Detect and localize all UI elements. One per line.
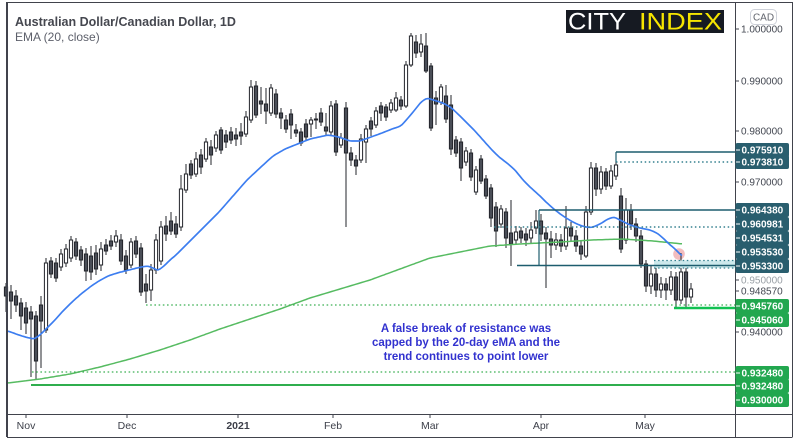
svg-text:Feb: Feb bbox=[324, 420, 342, 432]
svg-text:May: May bbox=[635, 420, 656, 432]
svg-text:0.970000: 0.970000 bbox=[741, 178, 783, 189]
svg-text:capped by the 20-day eMA and t: capped by the 20-day eMA and the bbox=[372, 337, 560, 349]
svg-text:0.990000: 0.990000 bbox=[741, 77, 783, 88]
svg-text:0.945060: 0.945060 bbox=[742, 316, 784, 327]
svg-text:2021: 2021 bbox=[226, 420, 250, 432]
svg-text:Mar: Mar bbox=[421, 420, 440, 432]
svg-text:Nov: Nov bbox=[17, 420, 36, 432]
svg-text:Dec: Dec bbox=[118, 420, 137, 432]
svg-text:0.973810: 0.973810 bbox=[742, 158, 784, 169]
svg-text:trend continues to point lower: trend continues to point lower bbox=[384, 351, 549, 363]
svg-text:A false break of resistance wa: A false break of resistance was bbox=[381, 323, 551, 335]
svg-text:EMA (20, close): EMA (20, close) bbox=[15, 30, 100, 44]
svg-text:0.975910: 0.975910 bbox=[742, 146, 784, 157]
svg-text:1.000000: 1.000000 bbox=[741, 25, 783, 36]
svg-text:0.950000: 0.950000 bbox=[741, 276, 783, 287]
svg-text:0.932480: 0.932480 bbox=[742, 369, 784, 380]
svg-text:CITY: CITY bbox=[568, 9, 626, 36]
svg-text:0.940000: 0.940000 bbox=[741, 328, 783, 339]
svg-text:0.953300: 0.953300 bbox=[742, 262, 784, 273]
svg-text:INDEX: INDEX bbox=[639, 9, 722, 36]
svg-text:0.954531: 0.954531 bbox=[742, 234, 784, 245]
svg-text:0.953530: 0.953530 bbox=[742, 248, 784, 259]
svg-text:Apr: Apr bbox=[533, 420, 550, 432]
svg-text:0.960981: 0.960981 bbox=[742, 220, 784, 231]
svg-text:0.932480: 0.932480 bbox=[742, 382, 784, 393]
svg-text:0.980000: 0.980000 bbox=[741, 127, 783, 138]
svg-text:0.948570: 0.948570 bbox=[741, 287, 783, 298]
svg-text:0.964380: 0.964380 bbox=[742, 206, 784, 217]
svg-text:CAD: CAD bbox=[753, 13, 774, 24]
svg-text:0.930000: 0.930000 bbox=[742, 396, 784, 407]
svg-text:Australian Dollar/Canadian Dol: Australian Dollar/Canadian Dollar, 1D bbox=[15, 15, 236, 29]
svg-text:0.945760: 0.945760 bbox=[742, 302, 784, 313]
